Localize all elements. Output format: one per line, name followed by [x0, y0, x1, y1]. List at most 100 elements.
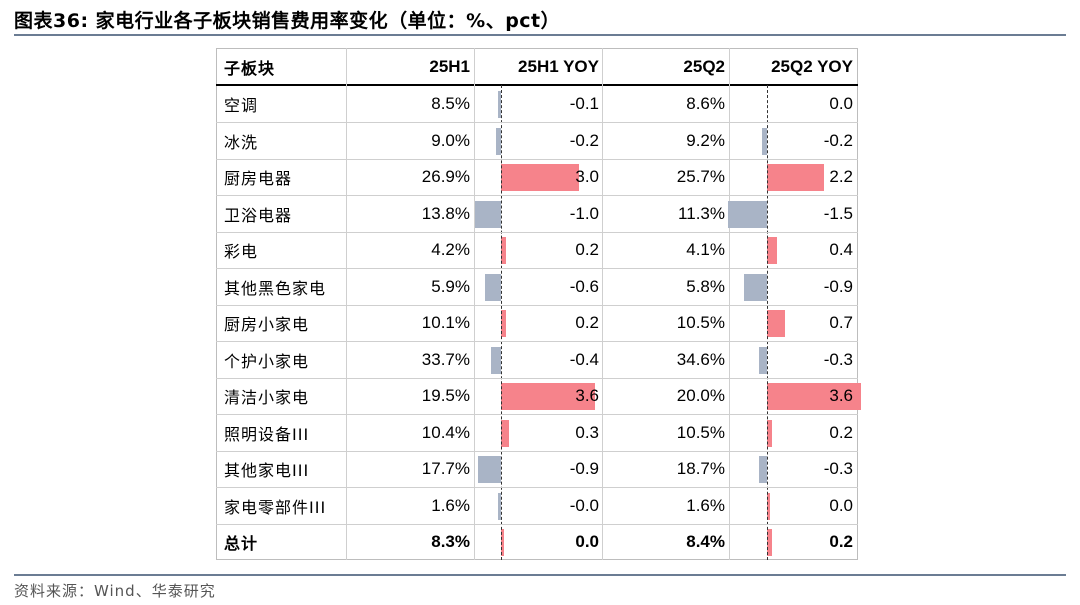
cell-25q2-yoy: 0.0: [829, 94, 853, 114]
h1-yoy-bar: [501, 164, 579, 191]
segment-name: 彩电: [224, 242, 259, 262]
table-row: 清洁小家电 19.5% 3.6 20.0% 3.6: [216, 378, 861, 415]
cell-25h1-yoy: -0.1: [569, 94, 599, 114]
table-row: 彩电 4.2% 0.2 4.1% 0.4: [216, 232, 858, 269]
table-row: 空调 8.5% -0.1 8.6% 0.0: [216, 86, 858, 123]
cell-25q2: 10.5%: [676, 422, 725, 442]
q2-yoy-bar: [767, 529, 773, 556]
h1-yoy-bar: [501, 383, 595, 410]
segment-name: 家电零部件III: [224, 497, 327, 517]
row-divider: [216, 377, 858, 379]
table-border: [216, 48, 858, 560]
h1-yoy-bar: [501, 419, 509, 447]
table-row: 家电零部件III 1.6% -0.0 1.6% 0.0: [216, 488, 858, 525]
row-divider: [216, 231, 858, 233]
cell-25h1-yoy: -0.6: [569, 276, 599, 296]
h1-yoy-bar: [490, 346, 501, 374]
q2-yoy-bar: [759, 346, 767, 374]
cell-25h1: 10.1%: [421, 313, 470, 333]
cell-25h1: 4.2%: [431, 240, 470, 260]
h1-yoy-bar: [495, 127, 501, 155]
table-row: 冰洗 9.0% -0.2 9.2% -0.2: [216, 123, 858, 160]
cell-25q2-yoy: 0.2: [829, 422, 853, 442]
source-note: 资料来源：Wind、华泰研究: [14, 582, 216, 600]
h1-yoy-bar: [475, 200, 501, 228]
q2-yoy-bar: [767, 383, 861, 410]
cell-25h1: 33.7%: [421, 349, 470, 369]
segment-name: 个护小家电: [224, 351, 310, 371]
cell-25q2-yoy: -0.3: [823, 459, 853, 479]
h1-yoy-bar: [501, 529, 504, 556]
h1-yoy-bar: [498, 492, 501, 520]
segment-name: 其他黑色家电: [224, 278, 327, 298]
cell-25h1-yoy: -0.2: [569, 130, 599, 150]
table-header-row: 子板块 25H1 25H1 YOY 25Q2 25Q2 YOY: [216, 48, 858, 85]
table-row: 厨房小家电 10.1% 0.2 10.5% 0.7: [216, 305, 858, 342]
table-row: 个护小家电 33.7% -0.4 34.6% -0.3: [216, 342, 858, 379]
h1-yoy-bar: [498, 91, 501, 118]
cell-25h1-yoy: 0.0: [575, 532, 599, 552]
cell-25q2: 5.8%: [686, 276, 725, 296]
h1-yoy-zero-axis: [501, 85, 502, 560]
row-divider: [216, 341, 858, 342]
cell-25q2-yoy: 0.4: [829, 240, 853, 260]
data-table: 子板块 25H1 25H1 YOY 25Q2 25Q2 YOY 空调 8.5% -0…: [216, 48, 861, 560]
row-divider: [216, 304, 858, 306]
cell-25h1-yoy: 3.6: [575, 386, 599, 406]
header-25q2: 25Q2: [683, 56, 725, 76]
q2-yoy-bar: [767, 237, 778, 264]
segment-name: 照明设备III: [224, 424, 310, 444]
cell-25h1: 26.9%: [421, 167, 470, 187]
header-25h1: 25H1: [429, 56, 470, 76]
cell-25h1-yoy: 0.2: [575, 313, 599, 333]
col-divider: [729, 48, 730, 560]
cell-25q2-yoy: 2.2: [829, 167, 853, 187]
q2-yoy-bar: [767, 310, 786, 337]
cell-25q2: 8.4%: [686, 532, 725, 552]
col-divider: [602, 48, 603, 560]
q2-yoy-bar: [728, 200, 767, 228]
cell-25h1: 13.8%: [421, 203, 470, 223]
cell-25q2-yoy: 0.0: [829, 495, 853, 515]
cell-25q2: 11.3%: [678, 203, 725, 223]
cell-25h1: 19.5%: [421, 386, 470, 406]
h1-yoy-bar: [501, 310, 507, 337]
q2-yoy-bar: [743, 273, 767, 301]
cell-25h1-yoy: 0.2: [575, 240, 599, 260]
segment-name: 厨房电器: [224, 169, 293, 189]
cell-25q2: 8.6%: [686, 94, 725, 114]
cell-25h1-yoy: -0.4: [569, 349, 599, 369]
cell-25q2-yoy: -1.5: [823, 203, 853, 223]
cell-25q2: 1.6%: [686, 495, 725, 515]
cell-25q2: 25.7%: [676, 167, 725, 187]
segment-name: 卫浴电器: [224, 205, 293, 225]
q2-yoy-zero-axis: [767, 85, 768, 560]
col-divider: [346, 48, 347, 560]
row-divider: [216, 450, 858, 452]
segment-name: 冰洗: [224, 132, 259, 152]
cell-25h1: 1.6%: [431, 495, 470, 515]
row-divider: [216, 122, 858, 123]
cell-25h1: 17.7%: [421, 459, 470, 479]
cell-25q2: 20.0%: [676, 386, 725, 406]
segment-name: 其他家电III: [224, 461, 310, 481]
cell-25h1-yoy: -0.9: [569, 459, 599, 479]
table-row: 照明设备III 10.4% 0.3 10.5% 0.2: [216, 415, 858, 452]
row-divider: [216, 414, 858, 415]
cell-25q2-yoy: 3.6: [829, 386, 853, 406]
segment-name: 空调: [224, 96, 259, 116]
table-row: 其他家电III 17.7% -0.9 18.7% -0.3: [216, 451, 858, 488]
cell-25q2-yoy: 0.7: [829, 313, 853, 333]
row-divider: [216, 158, 858, 160]
segment-name: 清洁小家电: [224, 388, 310, 408]
header-25q2-yoy: 25Q2 YOY: [771, 56, 853, 76]
table-row: 卫浴电器 13.8% -1.0 11.3% -1.5: [216, 196, 858, 233]
cell-25h1-yoy: -1.0: [569, 203, 599, 223]
cell-25q2-yoy: -0.2: [823, 130, 853, 150]
cell-25q2-yoy: -0.9: [823, 276, 853, 296]
table-row: 厨房电器 26.9% 3.0 25.7% 2.2: [216, 159, 858, 196]
h1-yoy-bar: [485, 273, 501, 301]
header-divider: [216, 84, 858, 86]
cell-25q2: 10.5%: [676, 313, 725, 333]
col-divider: [474, 48, 475, 560]
